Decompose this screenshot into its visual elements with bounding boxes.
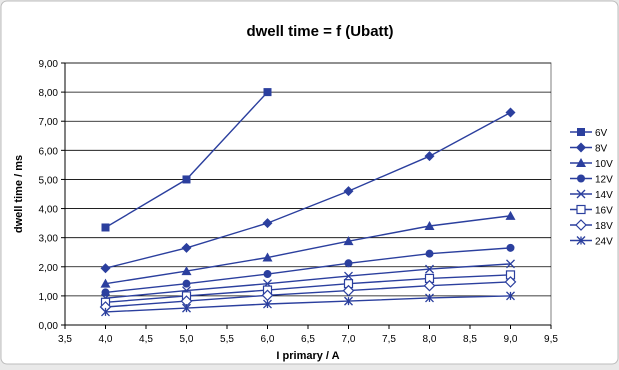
- data-point-10V: [100, 278, 111, 288]
- chart-title: dwell time = f (Ubatt): [246, 23, 393, 40]
- legend-item-6V: 6V: [570, 128, 608, 139]
- plot-area: [64, 62, 552, 326]
- x-tick-label: 3,5: [58, 334, 72, 345]
- series-line-8V: [105, 111, 511, 269]
- y-tick-label: 0,00: [39, 321, 59, 332]
- x-tick-label: 4,0: [99, 334, 113, 345]
- data-point-8V: [505, 107, 516, 118]
- legend-label: 24V: [595, 237, 613, 248]
- y-tick-label: 7,00: [39, 117, 59, 128]
- x-axis-label: I primary / A: [276, 350, 339, 362]
- y-tick-label: 3,00: [39, 234, 59, 245]
- data-point-14V: [506, 259, 515, 269]
- legend-label: 14V: [595, 190, 613, 201]
- series-line-16V: [105, 274, 511, 303]
- data-point-12V: [182, 279, 191, 288]
- legend-item-10V: 10V: [570, 158, 613, 170]
- axes: 0,00 1,00 2,00 3,00 4,00 5,00 6,00 7,00 8,00 9,00…: [39, 59, 559, 345]
- legend-marker: [576, 204, 586, 215]
- series-line-24V: [105, 295, 511, 313]
- legend-item-14V: 14V: [570, 189, 613, 201]
- series-line-18V: [105, 281, 511, 308]
- data-point-8V: [100, 263, 111, 274]
- x-tick-label: 5,5: [220, 334, 234, 345]
- legend-marker: [575, 219, 587, 231]
- series-line-14V: [105, 263, 511, 299]
- x-tick-label: 4,5: [139, 334, 153, 345]
- data-point-10V: [424, 221, 435, 231]
- series-line-12V: [105, 247, 511, 294]
- legend-label: 16V: [595, 206, 613, 217]
- data-point-12V: [101, 288, 110, 297]
- data-point-24V: [506, 291, 515, 301]
- data-point-18V: [342, 284, 355, 297]
- legend-label: 10V: [595, 159, 613, 170]
- legend-label: 8V: [595, 144, 608, 155]
- legend-item-18V: 18V: [570, 219, 613, 232]
- data-point-6V: [101, 223, 110, 232]
- data-point-6V: [182, 175, 191, 184]
- y-tick-label: 5,00: [39, 175, 59, 186]
- data-point-12V: [425, 249, 434, 258]
- legend-marker: [577, 128, 585, 136]
- data-point-24V: [182, 303, 191, 313]
- legend-marker: [577, 174, 585, 183]
- x-tick-label: 6,0: [261, 334, 275, 345]
- legend-marker: [576, 158, 586, 167]
- y-axis-label: dwell time / ms: [13, 155, 25, 233]
- y-tick-label: 6,00: [39, 146, 59, 157]
- legend-item-16V: 16V: [570, 204, 613, 217]
- data-point-8V: [424, 151, 435, 162]
- x-tick-label: 9,0: [504, 334, 518, 345]
- x-tick-label: 7,0: [342, 334, 356, 345]
- y-tick-label: 9,00: [39, 59, 59, 70]
- data-point-24V: [263, 299, 272, 309]
- data-point-18V: [423, 279, 436, 292]
- data-point-10V: [181, 266, 192, 276]
- grid-lines: [65, 62, 551, 297]
- data-point-24V: [101, 307, 110, 317]
- data-point-24V: [344, 296, 353, 306]
- legend-item-24V: 24V: [570, 236, 613, 248]
- x-tick-label: 8,5: [463, 334, 477, 345]
- y-tick-label: 1,00: [39, 292, 59, 303]
- data-point-24V: [425, 293, 434, 303]
- legend-label: 6V: [595, 128, 608, 139]
- series-line-10V: [105, 215, 511, 285]
- legend-item-12V: 12V: [570, 174, 613, 186]
- y-tick-label: 2,00: [39, 263, 59, 274]
- legend-item-8V: 8V: [570, 142, 608, 155]
- data-point-18V: [504, 276, 517, 288]
- series-layer: [99, 88, 517, 317]
- data-point-12V: [263, 270, 272, 279]
- data-point-8V: [343, 186, 354, 197]
- x-tick-label: 6,5: [301, 334, 315, 345]
- legend-marker: [576, 189, 586, 199]
- x-tick-label: 5,0: [180, 334, 194, 345]
- data-point-10V: [262, 252, 273, 262]
- data-point-8V: [262, 218, 273, 229]
- data-point-10V: [343, 236, 354, 246]
- data-point-14V: [344, 271, 353, 281]
- legend-label: 18V: [595, 221, 613, 232]
- data-point-6V: [263, 88, 272, 97]
- x-tick-label: 8,0: [423, 334, 437, 345]
- y-tick-label: 8,00: [39, 88, 59, 99]
- x-tick-label: 7,5: [382, 334, 396, 345]
- data-point-14V: [425, 264, 434, 274]
- data-point-12V: [506, 243, 515, 252]
- x-tick-label: 9,5: [544, 334, 558, 345]
- legend-label: 12V: [595, 175, 613, 186]
- data-point-12V: [344, 259, 353, 268]
- y-tick-label: 4,00: [39, 205, 59, 216]
- data-point-10V: [505, 210, 516, 220]
- legend: 6V 8V 10V 12V 14V 16V 18V 24V: [570, 128, 613, 248]
- data-point-8V: [181, 242, 192, 253]
- legend-marker: [576, 142, 586, 153]
- legend-marker: [576, 236, 586, 245]
